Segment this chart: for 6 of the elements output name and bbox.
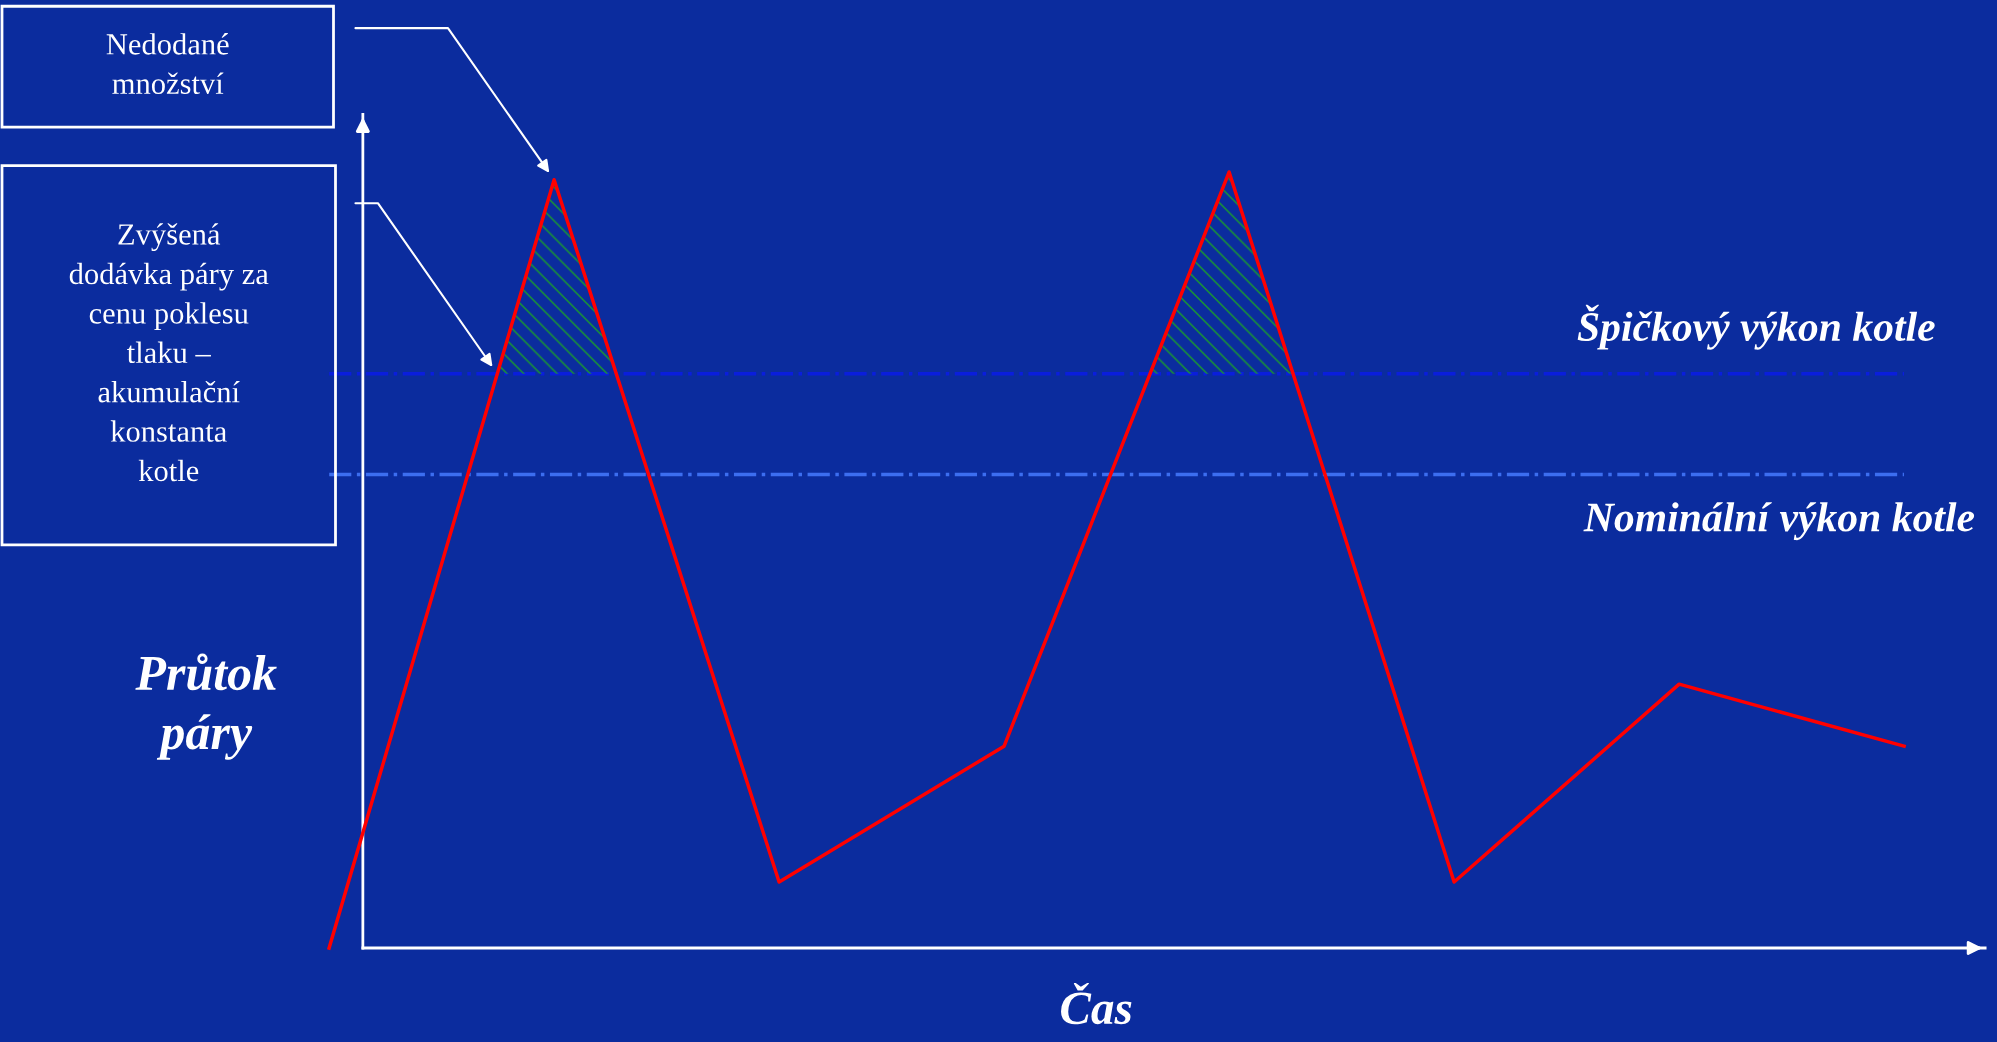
x-axis-title: Čas — [1061, 982, 1132, 1025]
ref-line-label: Nominální výkon kotle — [1583, 502, 1975, 541]
y-axis-title: Průtok páry — [135, 653, 277, 760]
text: Zvýšená dodávka páry za cenu poklesu tlaku – akumulační konstanta kotle — [69, 223, 269, 482]
text: Nedodané množství — [106, 33, 229, 95]
ref-line-label: Špičkový výkon kotle — [1577, 304, 1935, 350]
